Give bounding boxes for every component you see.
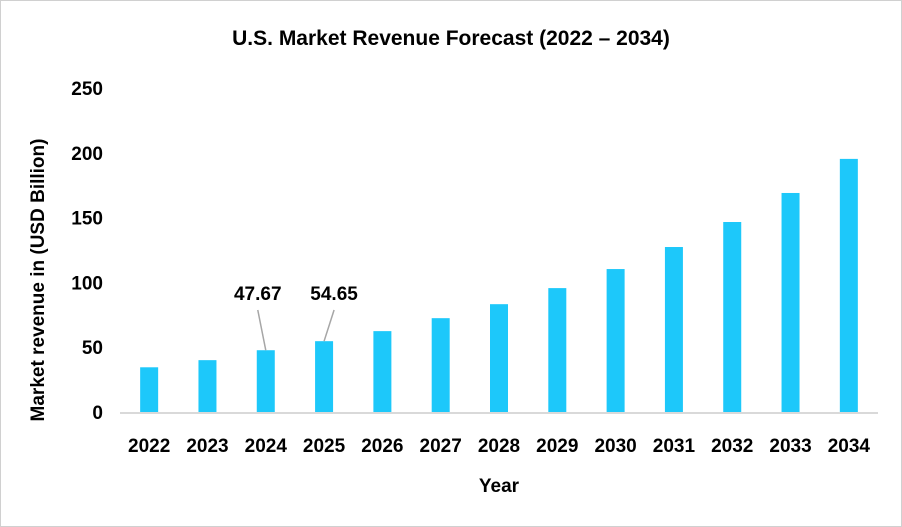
chart-title: U.S. Market Revenue Forecast (2022 – 203… bbox=[232, 27, 670, 50]
y-tick-label: 100 bbox=[71, 273, 103, 294]
x-tick-label: 2034 bbox=[828, 436, 871, 457]
x-tick-label: 2032 bbox=[711, 436, 753, 457]
x-tick-label: 2022 bbox=[128, 436, 170, 457]
x-tick-label: 2030 bbox=[594, 436, 636, 457]
x-tick-label: 2026 bbox=[361, 436, 403, 457]
x-axis-label: Year bbox=[479, 476, 520, 497]
y-tick-label: 200 bbox=[71, 144, 103, 165]
y-tick-label: 150 bbox=[71, 209, 103, 230]
bar-2034 bbox=[839, 158, 858, 412]
x-tick-label: 2025 bbox=[303, 436, 346, 457]
data-label: 47.67 bbox=[234, 284, 282, 305]
bar-2033 bbox=[781, 192, 800, 412]
bar-2022 bbox=[140, 367, 159, 412]
bar-2025 bbox=[315, 341, 334, 412]
bar-2028 bbox=[490, 304, 508, 412]
y-tick-label: 250 bbox=[71, 79, 103, 100]
bar-2024 bbox=[256, 350, 275, 412]
x-tick-label: 2033 bbox=[769, 436, 811, 457]
y-axis-label: Market revenue in (USD Billion) bbox=[28, 139, 49, 422]
y-tick-label: 0 bbox=[92, 403, 103, 424]
bar-2027 bbox=[431, 318, 450, 412]
bar-2023 bbox=[198, 360, 217, 412]
x-tick-label: 2031 bbox=[653, 436, 696, 457]
x-tick-label: 2023 bbox=[186, 436, 228, 457]
x-tick-label: 2024 bbox=[245, 436, 288, 457]
x-tick-label: 2027 bbox=[420, 436, 462, 457]
data-label: 54.65 bbox=[310, 284, 358, 305]
y-tick-label: 50 bbox=[82, 338, 103, 359]
bar-2026 bbox=[373, 331, 392, 412]
bar-2030 bbox=[606, 269, 625, 412]
bar-2032 bbox=[723, 222, 742, 412]
x-tick-label: 2029 bbox=[536, 436, 578, 457]
bar-2031 bbox=[664, 247, 683, 412]
x-tick-label: 2028 bbox=[478, 436, 520, 457]
data-label-leader-line bbox=[257, 309, 267, 351]
data-label-leader-line bbox=[323, 309, 335, 342]
bar-2029 bbox=[548, 288, 567, 412]
